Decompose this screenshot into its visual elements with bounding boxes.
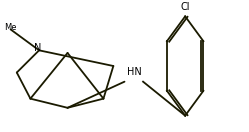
Text: HN: HN — [126, 67, 141, 77]
Text: Cl: Cl — [181, 2, 190, 12]
Text: N: N — [34, 43, 41, 53]
Text: Me: Me — [4, 23, 17, 32]
